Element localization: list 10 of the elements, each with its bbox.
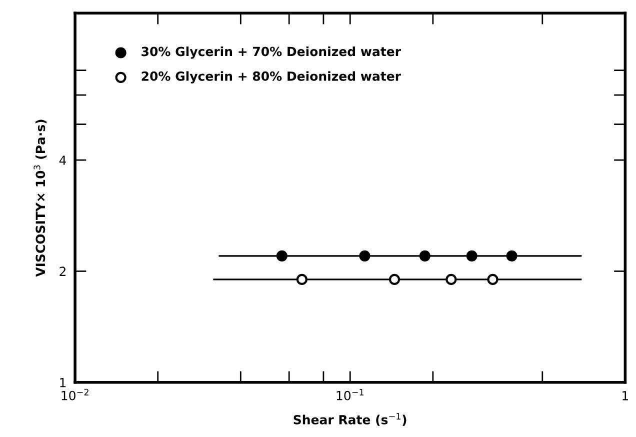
y-axis-title: VISCOSITY× 10$^{3}$ (Pa·s): [34, 120, 47, 277]
y-tick-label: 4: [59, 156, 66, 165]
x-axis-title: Shear Rate (s$^{−1}$): [294, 413, 406, 426]
x-tick-label: 1: [622, 391, 628, 400]
legend-label: 30% Glycerin + 70% Deionized water: [142, 46, 401, 59]
x-tick-label: 10$^{−1}$: [336, 388, 364, 400]
y-tick-label: 1: [60, 378, 66, 388]
y-tick-label: 2: [60, 266, 66, 276]
x-tick-label: 10$^{−2}$: [62, 388, 88, 400]
legend-label: 20% Glycerin + 80% Deionized water: [142, 71, 401, 84]
